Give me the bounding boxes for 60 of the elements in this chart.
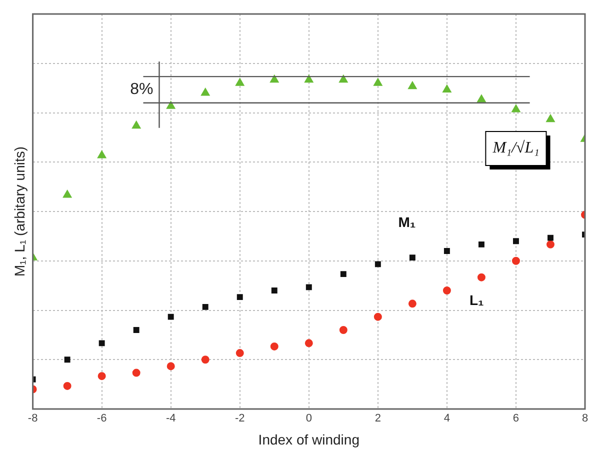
point — [304, 339, 313, 348]
point — [132, 120, 141, 129]
point — [62, 190, 72, 198]
x-tick-label: -2 — [234, 412, 245, 425]
point — [306, 284, 312, 290]
series-label: M₁ — [398, 214, 416, 230]
point — [236, 349, 244, 358]
point — [409, 254, 416, 261]
point — [235, 78, 244, 86]
x-tick-label: 8 — [582, 412, 588, 425]
point — [339, 326, 348, 334]
point — [512, 256, 520, 265]
point — [546, 114, 555, 122]
annotation: 8% — [130, 81, 154, 98]
point — [477, 273, 486, 282]
point — [408, 300, 416, 308]
point — [98, 340, 105, 346]
point — [408, 81, 417, 90]
x-tick-label: 2 — [374, 412, 381, 425]
point — [64, 356, 70, 363]
point — [374, 312, 382, 321]
point — [339, 74, 348, 83]
point — [166, 101, 176, 109]
point — [477, 94, 486, 102]
point — [98, 372, 106, 380]
point — [270, 74, 279, 83]
x-tick-label: -6 — [96, 412, 107, 425]
point — [63, 382, 72, 390]
point — [478, 241, 484, 248]
y-axis-title: M₁, L₁ (arbitary units) — [11, 146, 28, 277]
point — [166, 362, 175, 370]
point — [133, 327, 140, 333]
series-label: L₁ — [469, 292, 484, 308]
point — [132, 368, 140, 377]
point — [442, 84, 452, 92]
point — [168, 314, 174, 320]
point — [548, 234, 554, 241]
x-axis-title: Index of winding — [258, 431, 360, 448]
point — [444, 248, 450, 254]
point — [97, 150, 106, 158]
point — [442, 286, 451, 294]
point — [374, 78, 382, 86]
point — [513, 238, 519, 244]
point — [374, 261, 381, 268]
point — [202, 304, 208, 310]
point — [340, 271, 346, 278]
point — [512, 104, 520, 112]
point — [271, 288, 278, 294]
point — [201, 356, 210, 364]
point — [546, 240, 554, 248]
x-tick-label: 6 — [512, 412, 520, 425]
point — [236, 294, 243, 300]
point — [270, 342, 278, 350]
series-label: M₁/√L₁ — [492, 140, 540, 157]
x-tick-label: -4 — [166, 412, 176, 425]
x-tick-label: 0 — [306, 412, 312, 425]
x-tick-label: -8 — [28, 412, 38, 425]
x-tick-label: 4 — [444, 412, 450, 425]
point — [200, 88, 210, 96]
point — [304, 74, 314, 83]
